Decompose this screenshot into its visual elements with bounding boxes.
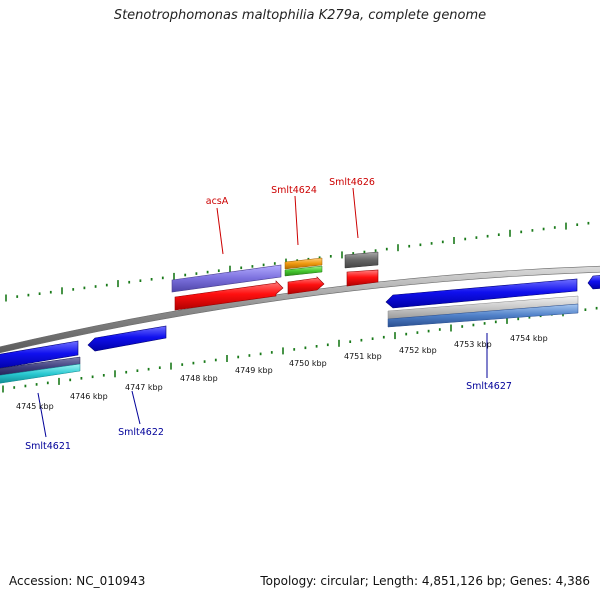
kbp-label: 4749 kbp xyxy=(235,366,273,375)
lower-tick-track xyxy=(2,306,598,393)
leader-smlt4622 xyxy=(131,390,141,425)
gene-smlt4626-arrow xyxy=(346,269,379,287)
kbp-label: 4745 kbp xyxy=(16,402,54,411)
gene-label-smlt4626: Smlt4626 xyxy=(329,177,375,188)
forward-strand-features xyxy=(171,251,379,311)
gene-label-smlt4627: Smlt4627 xyxy=(466,381,512,392)
leader-smlt4621 xyxy=(37,392,47,438)
leader-lines xyxy=(37,187,488,438)
gene-acsA-bar xyxy=(171,264,282,293)
reverse-strand-features xyxy=(0,275,600,384)
upper-tick-track xyxy=(5,221,590,302)
kbp-label: 4747 kbp xyxy=(125,383,163,392)
kbp-label: 4752 kbp xyxy=(399,346,437,355)
gene-label-smlt4621: Smlt4621 xyxy=(25,441,71,452)
gene-smlt4621-cyan-bar xyxy=(0,363,81,384)
gene-edge-right-arrow xyxy=(587,275,600,290)
kbp-label: 4751 kbp xyxy=(344,352,382,361)
gene-label-smlt4622: Smlt4622 xyxy=(118,427,164,438)
gene-smlt4626-bar xyxy=(344,251,379,269)
gene-orange-bar xyxy=(284,257,323,270)
gene-smlt4622-arrow xyxy=(87,325,167,352)
leader-acsA xyxy=(216,207,224,255)
kbp-label: 4748 kbp xyxy=(180,374,218,383)
genome-info-text: Topology: circular; Length: 4,851,126 bp… xyxy=(260,574,590,588)
gene-smlt4627-arrow xyxy=(385,278,578,309)
gene-smlt4624-arrow xyxy=(287,276,325,295)
map-title: Stenotrophomonas maltophilia K279a, comp… xyxy=(113,8,487,23)
leader-smlt4624 xyxy=(294,195,299,246)
kbp-label: 4746 kbp xyxy=(70,392,108,401)
accession-text: Accession: NC_010943 xyxy=(9,574,146,588)
kbp-label: 4753 kbp xyxy=(454,340,492,349)
kbp-label: 4754 kbp xyxy=(510,334,548,343)
gene-smlt4627-steel-bar xyxy=(387,303,579,328)
kbp-label: 4750 kbp xyxy=(289,359,327,368)
gene-green-bar xyxy=(284,265,323,277)
gene-labels: acsA Smlt4624 Smlt4626 Smlt4621 Smlt4622… xyxy=(25,177,512,452)
kbp-axis-labels: 4745 kbp 4746 kbp 4747 kbp 4748 kbp 4749… xyxy=(16,334,548,411)
gene-smlt4621-arrow xyxy=(0,340,79,369)
leader-smlt4626 xyxy=(352,187,359,239)
gene-acsA-arrow xyxy=(174,280,284,311)
gene-label-acsA: acsA xyxy=(206,196,229,207)
gene-label-smlt4624: Smlt4624 xyxy=(271,185,317,196)
